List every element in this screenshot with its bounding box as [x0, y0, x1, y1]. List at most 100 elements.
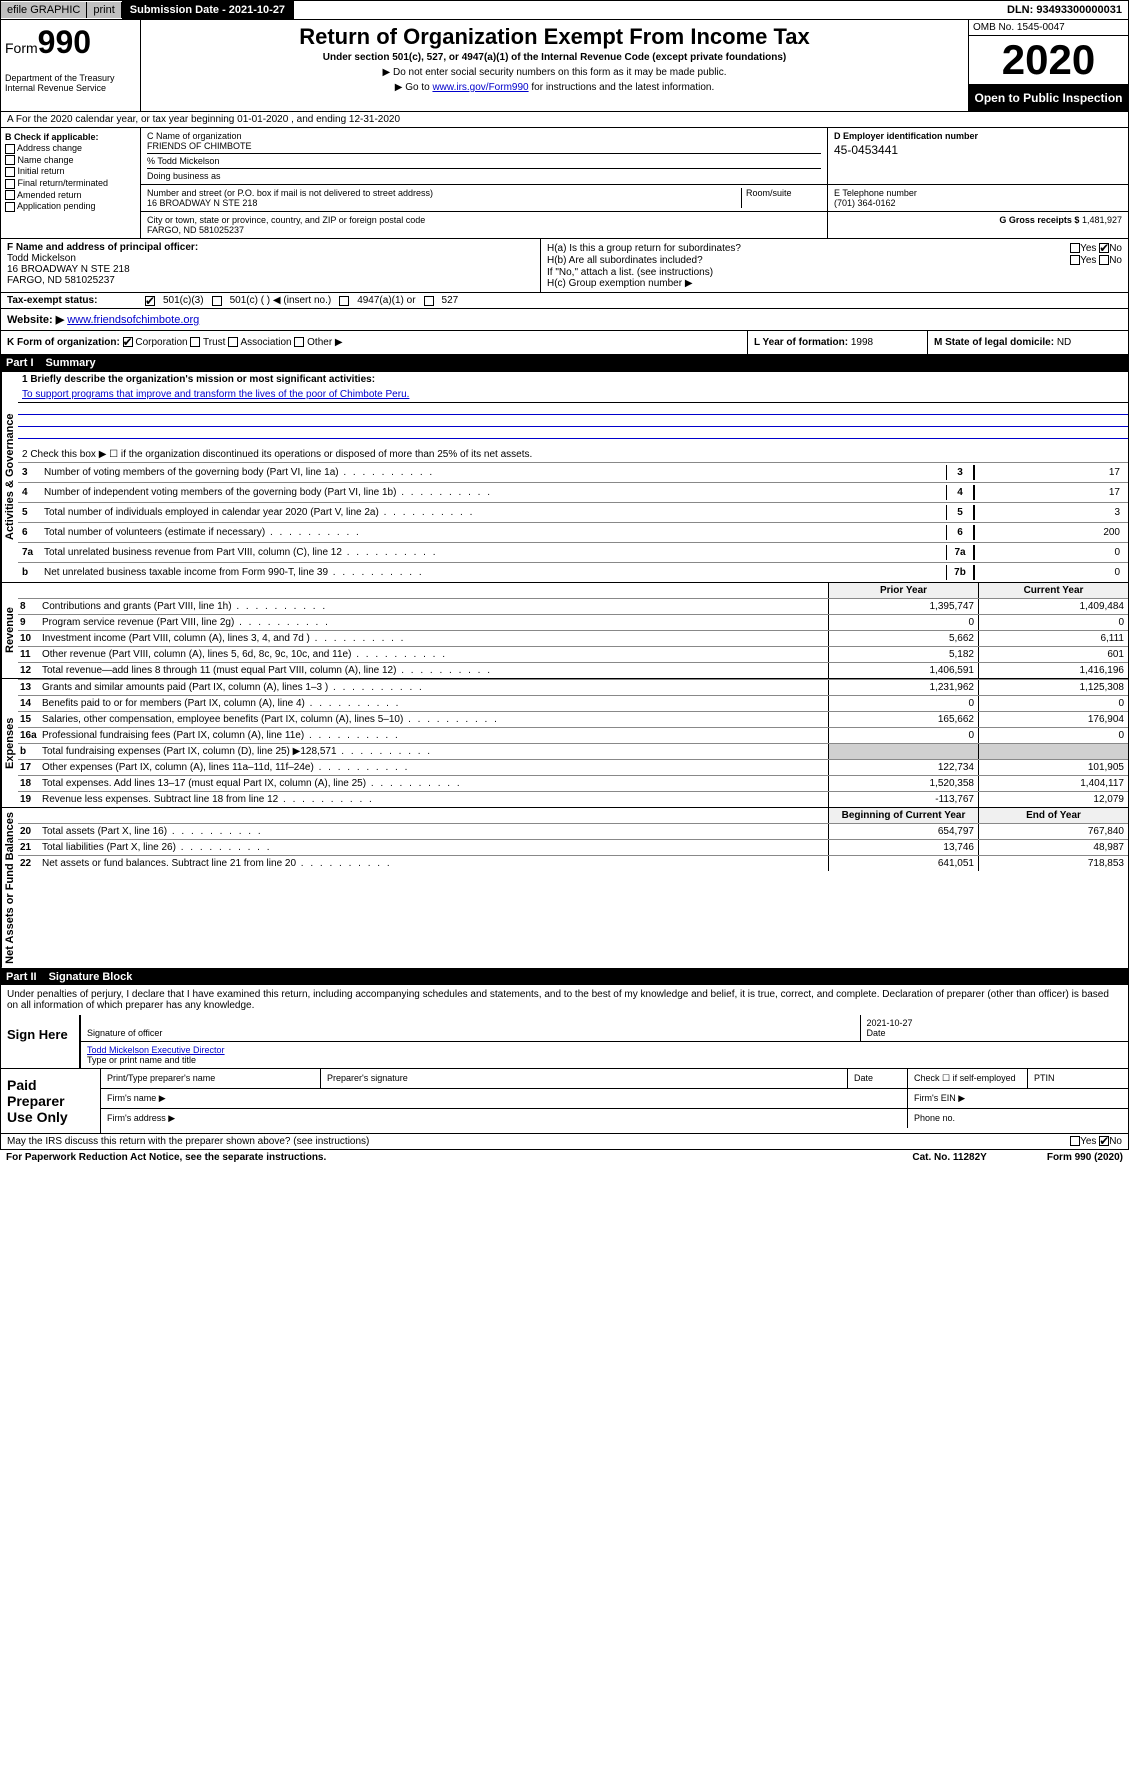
501c3-checkbox[interactable]	[145, 296, 155, 306]
part1-title: Summary	[46, 357, 96, 369]
assoc-checkbox[interactable]	[228, 337, 238, 347]
revenue-vlabel: Revenue	[1, 583, 18, 678]
prep-name-label: Print/Type preparer's name	[101, 1069, 321, 1088]
no-label: No	[1109, 243, 1122, 254]
hb-label: H(b) Are all subordinates included?	[547, 255, 703, 266]
discuss-no-checkbox[interactable]	[1099, 1136, 1109, 1146]
dept-treasury: Department of the Treasury Internal Reve…	[5, 73, 136, 93]
firm-ein-label: Firm's EIN ▶	[908, 1089, 1128, 1108]
checkbox-item[interactable]: Initial return	[5, 166, 136, 177]
end-year-header: End of Year	[978, 808, 1128, 823]
trust-label: Trust	[203, 337, 225, 348]
ein-label: D Employer identification number	[834, 131, 978, 141]
discuss-yes-checkbox[interactable]	[1070, 1136, 1080, 1146]
form-ref: Form 990 (2020)	[1047, 1152, 1123, 1163]
perjury-statement: Under penalties of perjury, I declare th…	[1, 985, 1128, 1015]
care-of: % Todd Mickelson	[147, 153, 821, 166]
officer-label: F Name and address of principal officer:	[7, 242, 198, 253]
open-public-badge: Open to Public Inspection	[969, 85, 1128, 111]
firm-addr-label: Firm's address ▶	[101, 1109, 908, 1128]
corp-checkbox[interactable]	[123, 337, 133, 347]
sig-officer-label: Signature of officer	[87, 1028, 162, 1038]
omb-number: OMB No. 1545-0047	[969, 20, 1128, 36]
efile-graphic-button[interactable]: efile GRAPHIC	[1, 2, 87, 18]
hb-note: If "No," attach a list. (see instruction…	[547, 267, 1122, 278]
checkbox-item[interactable]: Name change	[5, 155, 136, 166]
officer-name: Todd Mickelson	[7, 253, 76, 264]
prep-date-label: Date	[848, 1069, 908, 1088]
yes-label: Yes	[1080, 1136, 1096, 1147]
ptin-label: PTIN	[1028, 1069, 1128, 1088]
hb-yes-checkbox[interactable]	[1070, 255, 1080, 265]
trust-checkbox[interactable]	[190, 337, 200, 347]
501c3-label: 501(c)(3)	[163, 295, 204, 306]
ha-no-checkbox[interactable]	[1099, 243, 1109, 253]
4947-checkbox[interactable]	[339, 296, 349, 306]
sig-date-value: 2021-10-27	[867, 1018, 913, 1028]
phone-value: (701) 364-0162	[834, 198, 1122, 208]
officer-name-title: Todd Mickelson Executive Director	[87, 1045, 225, 1055]
checkbox-item[interactable]: Address change	[5, 143, 136, 154]
other-label: Other ▶	[307, 337, 342, 348]
hb-no-checkbox[interactable]	[1099, 255, 1109, 265]
addr-label: Number and street (or P.O. box if mail i…	[147, 188, 741, 198]
501c-label: 501(c) ( ) ◀ (insert no.)	[230, 295, 332, 306]
mission-text: To support programs that improve and tra…	[22, 389, 1124, 400]
form-prefix: Form	[5, 40, 38, 56]
line2-text: 2 Check this box ▶ ☐ if the organization…	[22, 449, 1124, 460]
dba-label: Doing business as	[147, 168, 821, 181]
527-checkbox[interactable]	[424, 296, 434, 306]
officer-addr1: 16 BROADWAY N STE 218	[7, 264, 130, 275]
state-domicile-value: ND	[1057, 337, 1071, 348]
firm-phone-label: Phone no.	[908, 1109, 1128, 1128]
form-subtitle: Under section 501(c), 527, or 4947(a)(1)…	[145, 52, 964, 63]
org-name-label: C Name of organization	[147, 131, 821, 141]
room-suite-label: Room/suite	[741, 188, 821, 208]
date-label: Date	[867, 1028, 886, 1038]
checkbox-item[interactable]: Final return/terminated	[5, 178, 136, 189]
part1-num: Part I	[6, 357, 34, 369]
net-assets-vlabel: Net Assets or Fund Balances	[1, 808, 18, 968]
year-formation-label: L Year of formation:	[754, 337, 848, 348]
ha-yes-checkbox[interactable]	[1070, 243, 1080, 253]
street-address: 16 BROADWAY N STE 218	[147, 198, 741, 208]
form-title: Return of Organization Exempt From Incom…	[145, 24, 964, 50]
501c-checkbox[interactable]	[212, 296, 222, 306]
dln-number: DLN: 93493300000031	[1001, 2, 1128, 18]
4947-label: 4947(a)(1) or	[357, 295, 415, 306]
firm-name-label: Firm's name ▶	[101, 1089, 908, 1108]
part2-num: Part II	[6, 971, 37, 983]
begin-year-header: Beginning of Current Year	[828, 808, 978, 823]
no-label: No	[1109, 1136, 1122, 1147]
form-header: Form990 Department of the Treasury Inter…	[0, 20, 1129, 112]
sign-here-label: Sign Here	[1, 1015, 81, 1068]
discuss-question: May the IRS discuss this return with the…	[7, 1136, 1070, 1147]
print-button[interactable]: print	[87, 2, 121, 18]
ha-label: H(a) Is this a group return for subordin…	[547, 243, 741, 254]
self-employed-label: Check ☐ if self-employed	[908, 1069, 1028, 1088]
checkbox-item[interactable]: Amended return	[5, 190, 136, 201]
row-a-tax-year: A For the 2020 calendar year, or tax yea…	[0, 112, 1129, 128]
corp-label: Corporation	[135, 337, 187, 348]
goto-post: for instructions and the latest informat…	[529, 82, 715, 93]
irs-link[interactable]: www.irs.gov/Form990	[432, 82, 528, 93]
tax-status-label: Tax-exempt status:	[7, 295, 137, 306]
prior-year-header: Prior Year	[828, 583, 978, 598]
website-label: Website: ▶	[7, 314, 64, 326]
checkbox-item[interactable]: Application pending	[5, 201, 136, 212]
goto-pre: ▶ Go to	[395, 82, 433, 93]
tax-year: 2020	[969, 36, 1128, 85]
officer-addr2: FARGO, ND 581025237	[7, 275, 115, 286]
gross-receipts-value: 1,481,927	[1082, 215, 1122, 225]
state-domicile-label: M State of legal domicile:	[934, 337, 1054, 348]
part1-header: Part I Summary	[0, 355, 1129, 371]
current-year-header: Current Year	[978, 583, 1128, 598]
other-checkbox[interactable]	[294, 337, 304, 347]
gross-receipts-label: G Gross receipts $	[999, 215, 1079, 225]
paperwork-notice: For Paperwork Reduction Act Notice, see …	[6, 1152, 912, 1163]
form-number: 990	[38, 24, 91, 60]
type-name-label: Type or print name and title	[87, 1055, 196, 1065]
yes-label: Yes	[1080, 255, 1096, 266]
website-link[interactable]: www.friendsofchimbote.org	[67, 314, 199, 326]
paid-preparer-label: Paid Preparer Use Only	[1, 1069, 101, 1133]
